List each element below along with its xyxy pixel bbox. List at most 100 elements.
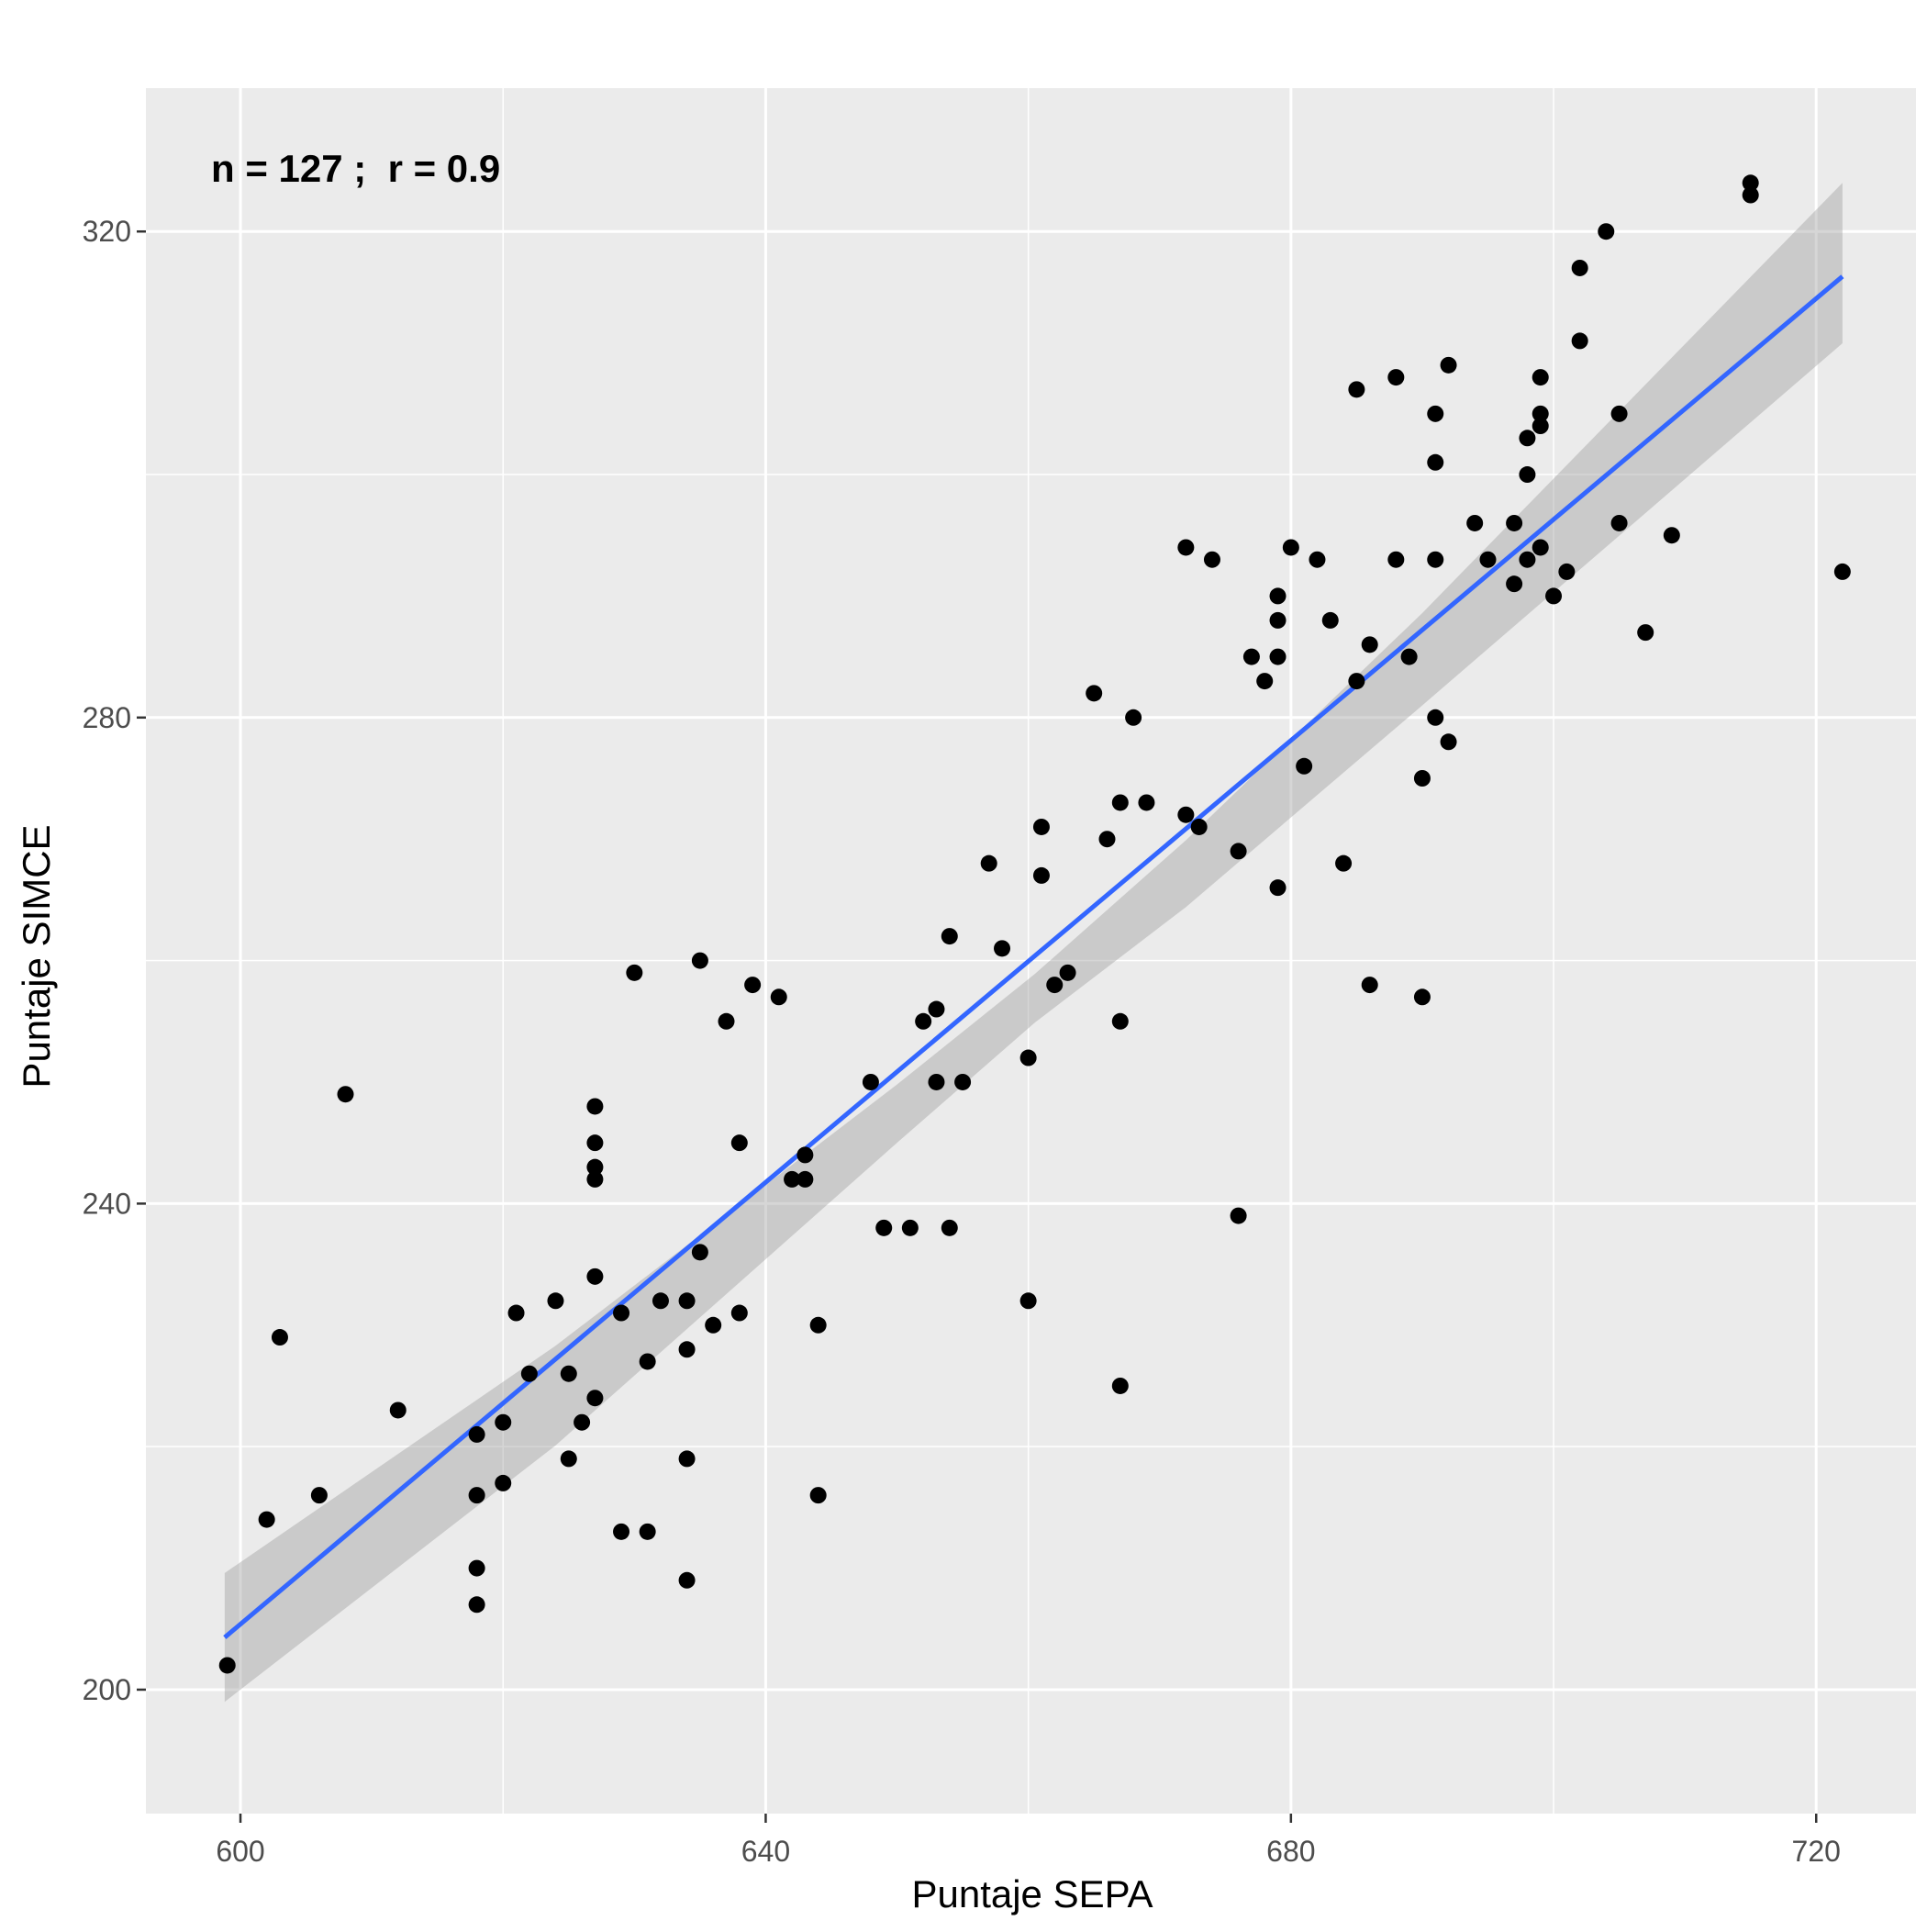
x-tick-label: 640 [741,1835,790,1868]
data-point [1203,551,1220,568]
data-point [954,1073,972,1090]
data-point [1532,405,1549,422]
data-point [1519,551,1536,568]
data-point [796,1170,814,1188]
data-point [1138,794,1155,811]
data-point [626,964,643,981]
data-point [691,1244,708,1261]
data-point [678,1292,696,1310]
data-point [1177,806,1195,823]
data-point [586,1390,604,1407]
data-point [1519,430,1536,447]
data-point [547,1292,564,1310]
data-point [875,1219,893,1236]
data-point [1230,843,1247,860]
data-point [1545,587,1563,605]
data-point [1086,685,1103,702]
data-point [495,1474,512,1491]
data-point [809,1316,827,1334]
data-point [468,1487,485,1504]
data-point [1506,514,1523,531]
data-point [586,1134,604,1152]
data-point [1348,673,1365,690]
data-point [1019,1292,1037,1310]
data-point [1427,551,1444,568]
data-point [1440,356,1457,374]
data-point [613,1304,630,1322]
data-point [389,1402,407,1419]
data-point [1111,794,1129,811]
data-point [586,1170,604,1188]
data-point [1309,551,1326,568]
data-point [770,988,787,1006]
data-point [1427,453,1444,471]
data-point [495,1413,512,1431]
data-point [258,1511,275,1528]
data-point [705,1316,722,1334]
data-point [1296,757,1313,775]
data-point [586,1158,604,1176]
data-point [1387,551,1405,568]
data-point [1242,648,1260,665]
data-point [1282,539,1299,556]
data-point [1742,174,1759,192]
data-point [1361,636,1378,653]
data-point [678,1341,696,1358]
data-point [1532,418,1549,435]
data-point [1506,575,1523,593]
data-point [1111,1012,1129,1030]
data-point [1400,648,1418,665]
data-point [1269,611,1287,629]
data-point [691,952,708,969]
data-point [796,1146,814,1164]
regression-line [223,274,1844,1639]
data-points [218,174,1851,1674]
data-point [639,1353,656,1370]
data-point [1833,563,1851,580]
data-point [1427,405,1444,422]
data-point [1519,466,1536,484]
data-point [1742,186,1759,204]
data-point [639,1523,656,1540]
data-point [718,1012,735,1030]
data-point [310,1487,328,1504]
data-point [1610,514,1628,531]
data-point [560,1450,577,1468]
data-point [678,1571,696,1589]
data-point [1466,514,1484,531]
data-point [941,928,958,945]
data-point [928,1073,945,1090]
data-point [915,1012,932,1030]
data-point [1125,709,1142,726]
data-point [744,977,762,994]
data-point [1190,818,1208,835]
minor-gridlines [146,88,1916,1814]
data-point [1335,854,1353,872]
y-tick-label: 320 [83,215,131,248]
data-point [1571,259,1588,276]
data-point [520,1365,538,1382]
data-point [941,1219,958,1236]
data-point [1032,818,1050,835]
major-gridlines [146,88,1916,1814]
data-point [1558,563,1576,580]
data-point [1059,964,1076,981]
data-point [1413,770,1431,787]
data-point [1479,551,1497,568]
data-point [1637,624,1654,642]
data-point [1610,405,1628,422]
confidence-ribbon [224,183,1843,1703]
data-point [1269,648,1287,665]
data-point [1598,223,1615,240]
data-point [730,1134,748,1152]
data-point [1532,539,1549,556]
data-point [862,1073,879,1090]
data-point [1361,977,1378,994]
data-point [1321,611,1339,629]
data-point [468,1425,485,1443]
data-point [784,1170,801,1188]
y-axis-title: Puntaje SIMCE [15,824,58,1088]
y-tick-label: 280 [83,701,131,734]
